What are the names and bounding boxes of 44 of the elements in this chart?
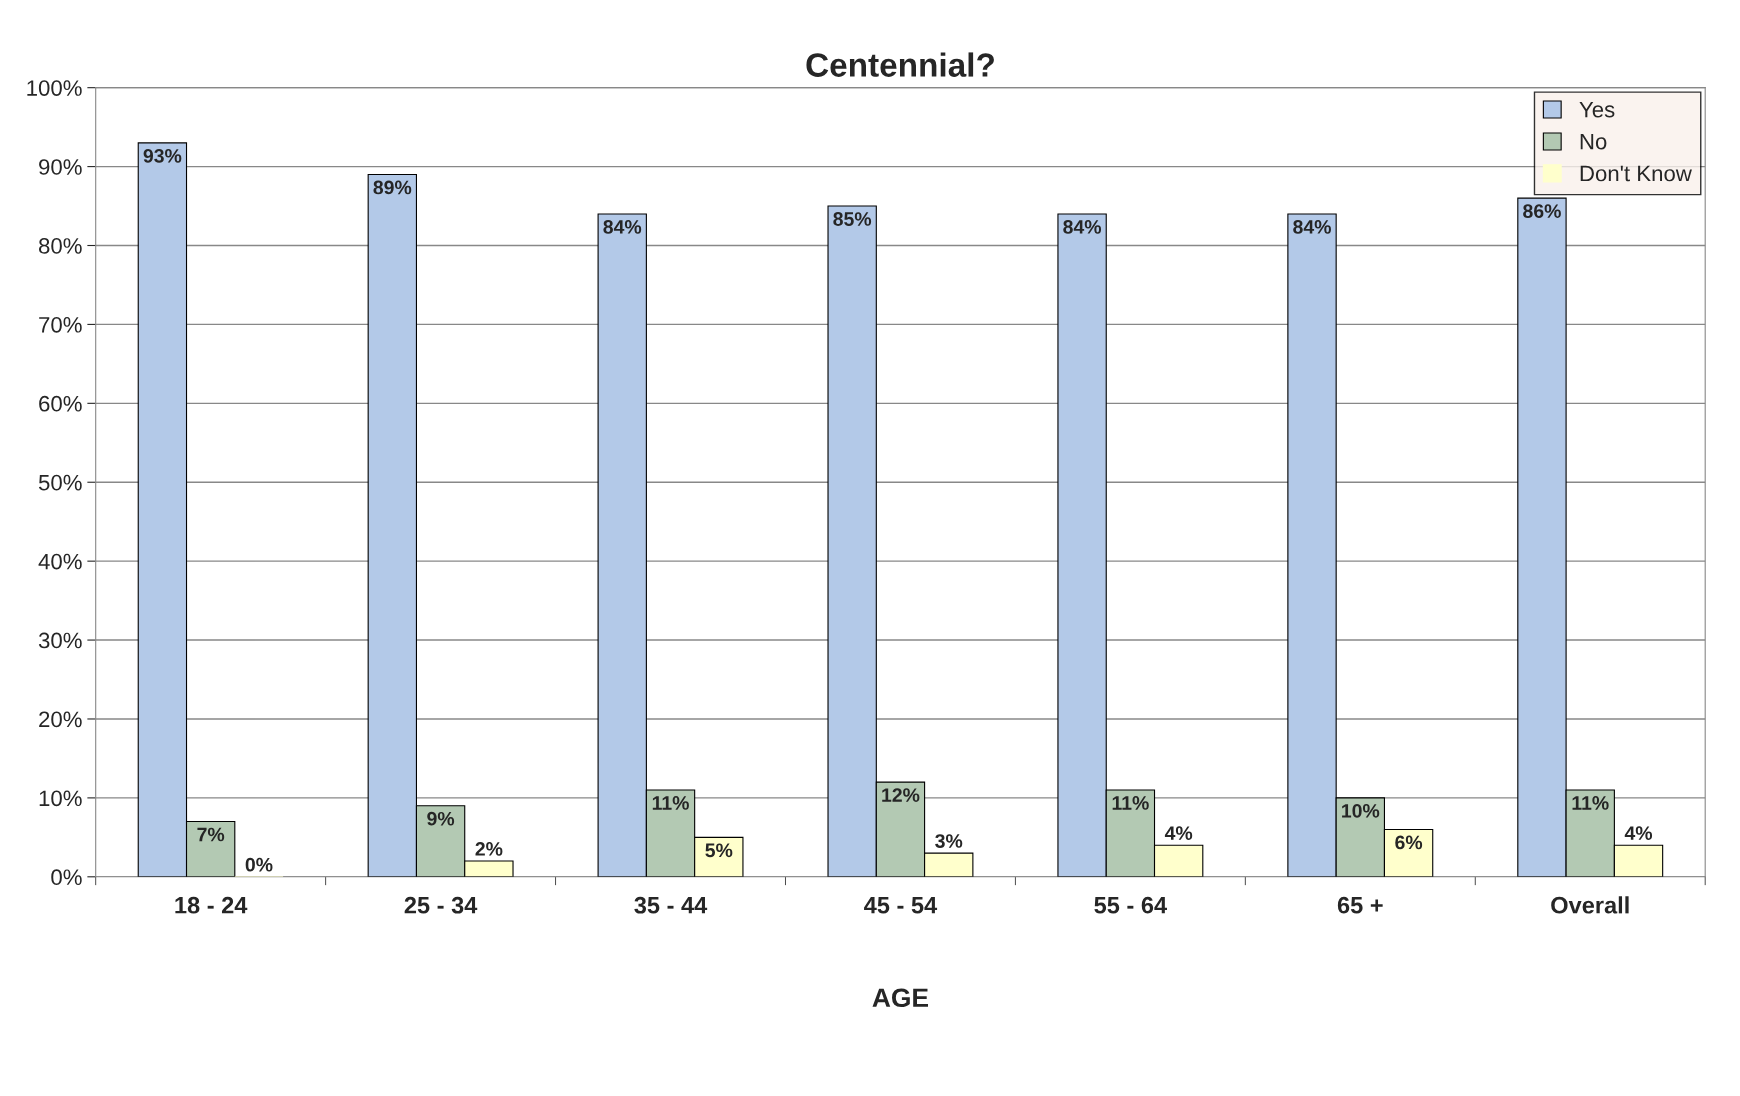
y-tick-label: 40%	[38, 553, 82, 570]
data-label: 84%	[1063, 220, 1102, 234]
data-label: 4%	[1624, 826, 1653, 840]
data-label: 3%	[935, 834, 963, 848]
x-tick-label: Overall	[1551, 896, 1629, 914]
data-label: 89%	[373, 180, 412, 195]
y-tick-label: 20%	[39, 711, 82, 728]
data-label: 84%	[1293, 220, 1331, 234]
data-label: 11%	[1572, 796, 1609, 810]
data-label: 11%	[1112, 796, 1149, 810]
x-tick-label: 55 - 64	[1094, 896, 1168, 914]
legend-label: No	[1580, 133, 1607, 150]
data-label: 93%	[143, 148, 182, 163]
y-tick-label: 60%	[39, 395, 82, 412]
y-tick-label: 80%	[39, 238, 82, 254]
data-label: 6%	[1395, 835, 1423, 850]
y-tick-label: 90%	[39, 159, 82, 175]
y-tick-label: 70%	[39, 316, 82, 333]
data-label: 0%	[245, 857, 273, 872]
chart-title: Centennial?	[806, 52, 994, 77]
y-tick-label: 0%	[51, 869, 82, 886]
y-tick-label: 30%	[38, 632, 82, 649]
data-label: 84%	[603, 220, 642, 234]
y-tick-label: 10%	[39, 790, 82, 807]
y-tick-label: 100%	[27, 80, 82, 96]
data-label: 9%	[427, 811, 455, 826]
data-label: 4%	[1164, 826, 1193, 840]
legend-label: Don't Know	[1580, 165, 1692, 182]
data-label: 12%	[882, 788, 920, 802]
x-tick-label: 45 - 54	[864, 897, 938, 914]
x-tick-label: 25 - 34	[404, 896, 478, 914]
data-label: 7%	[197, 827, 225, 842]
x-tick-label: 18 - 24	[175, 896, 248, 914]
x-tick-label: 65 +	[1337, 896, 1383, 914]
legend-label: Yes	[1579, 101, 1615, 118]
data-label: 2%	[475, 842, 503, 856]
x-tick-label: 35 - 44	[634, 896, 708, 914]
data-label: 11%	[652, 796, 689, 810]
data-label: 10%	[1342, 803, 1380, 818]
data-label: 5%	[705, 843, 733, 858]
y-tick-label: 50%	[38, 474, 82, 491]
x-axis-title: AGE	[872, 988, 929, 1008]
data-label: 85%	[833, 212, 872, 226]
data-label: 86%	[1523, 204, 1561, 218]
